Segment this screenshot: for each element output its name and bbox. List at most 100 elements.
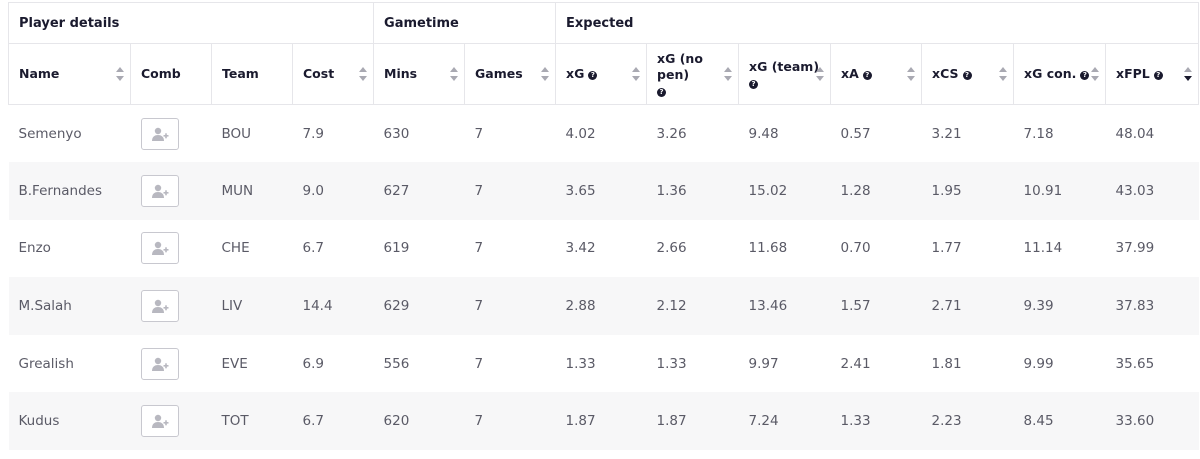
cell-xg_np: 2.66 <box>656 240 687 257</box>
add-user-icon <box>151 127 168 141</box>
question-circle-icon[interactable]: ? <box>657 87 667 97</box>
column-header-cost[interactable]: Cost <box>291 43 374 105</box>
column-header-xfpl[interactable]: xFPL? <box>1105 43 1200 105</box>
column-header-label: xA <box>841 66 859 81</box>
table-row: M.Salah LIV 14.4 629 7 2.88 2.12 13.46 1.57 2.71 9… <box>8 277 1199 335</box>
sort-arrows-icon[interactable] <box>1184 67 1193 81</box>
cell-comb <box>131 105 212 163</box>
sort-arrows-icon[interactable] <box>999 67 1008 81</box>
cell-cost: 6.7 <box>302 240 324 257</box>
cell-cost: 6.7 <box>292 392 374 451</box>
column-header-name[interactable]: Name <box>8 43 131 105</box>
table-row: Kudus TOT 6.7 620 7 1.87 1.87 7.24 1.33 2.23 8.45 3… <box>8 392 1199 451</box>
cell-xg_np: 1.33 <box>656 355 687 372</box>
cell-games: 7 <box>474 240 484 257</box>
player-stats-table: Player details Gametime Expected Name Com… <box>7 2 1200 451</box>
sort-arrows-icon[interactable] <box>724 67 733 81</box>
column-header-xa[interactable]: xA? <box>830 43 922 105</box>
column-header-label: Name <box>19 66 60 81</box>
sort-arrows-icon[interactable] <box>450 67 459 81</box>
column-header-xg[interactable]: xG? <box>555 43 647 105</box>
cell-comb <box>130 162 212 220</box>
sort-arrows-icon[interactable] <box>1091 67 1100 81</box>
cell-xg_con: 8.45 <box>1013 392 1106 451</box>
add-to-comb-button[interactable] <box>140 174 179 207</box>
group-player-details: Player details <box>7 2 374 44</box>
question-circle-icon[interactable]: ? <box>588 71 598 80</box>
cell-name[interactable]: Kudus <box>8 392 131 451</box>
sort-arrows-icon[interactable] <box>359 67 368 81</box>
sort-arrows-icon[interactable] <box>632 67 641 81</box>
cell-xg: 1.33 <box>565 355 596 372</box>
cell-games: 7 <box>474 125 484 142</box>
column-header-games[interactable]: Games <box>464 43 556 105</box>
column-header-mins[interactable]: Mins <box>373 43 465 105</box>
add-user-icon <box>151 184 168 198</box>
cell-name[interactable]: Grealish <box>18 355 74 372</box>
column-header-label: Team <box>222 66 259 81</box>
cell-xcs: 2.71 <box>921 277 1014 335</box>
cell-xg: 2.88 <box>555 277 647 335</box>
column-header-xg_con[interactable]: xG con.? <box>1013 43 1106 105</box>
cell-team: LIV <box>211 277 293 335</box>
table-row: B.Fernandes MUN 9.0 627 7 3.65 1.36 15.02 1.28 1.… <box>8 162 1199 220</box>
column-header-label: xG (team) <box>749 58 820 74</box>
cell-name[interactable]: Enzo <box>18 240 51 257</box>
cell-xg: 1.87 <box>555 392 647 451</box>
cell-mins: 627 <box>373 162 465 220</box>
column-header-xg_np[interactable]: xG (no pen)? <box>646 43 739 105</box>
add-to-comb-button[interactable] <box>140 405 179 438</box>
add-user-icon <box>151 242 168 256</box>
column-header-label: Games <box>475 66 523 81</box>
cell-xa: 1.33 <box>830 392 922 451</box>
column-group-row: Player details Gametime Expected <box>7 2 1200 44</box>
cell-xa: 1.57 <box>830 277 922 335</box>
cell-name[interactable]: M.Salah <box>8 277 131 335</box>
sort-arrows-icon[interactable] <box>541 67 550 81</box>
cell-xg: 3.42 <box>565 240 596 257</box>
cell-comb <box>131 335 212 393</box>
column-header-label: xG <box>566 66 585 81</box>
cell-team: CHE <box>221 240 250 257</box>
cell-xg_team: 9.48 <box>748 125 779 142</box>
column-header-label: xCS <box>932 66 959 81</box>
add-to-comb-button[interactable] <box>140 347 179 380</box>
add-to-comb-button[interactable] <box>140 290 179 323</box>
column-header-xcs[interactable]: xCS? <box>921 43 1014 105</box>
cell-games: 7 <box>464 277 556 335</box>
cell-mins: 629 <box>373 277 465 335</box>
cell-xa: 0.57 <box>840 125 871 142</box>
cell-name[interactable]: Semenyo <box>18 125 82 142</box>
column-header-label: Comb <box>141 66 181 81</box>
column-header-xg_team[interactable]: xG (team)? <box>738 43 831 105</box>
add-user-icon <box>151 299 168 314</box>
question-circle-icon[interactable]: ? <box>1080 71 1090 80</box>
cell-xg_np: 2.12 <box>646 277 739 335</box>
cell-xg_team: 9.97 <box>748 355 779 372</box>
cell-mins: 619 <box>383 240 410 257</box>
sort-arrows-icon[interactable] <box>116 67 124 81</box>
table-row: Enzo CHE 6.7 619 7 3.42 2.66 11.68 0.70 1.77 11.14… <box>9 220 1199 278</box>
table-row: Semenyo BOU 7.9 630 7 4.02 3.26 9.48 0.57 3.21 7.1… <box>9 105 1199 163</box>
add-user-icon <box>151 357 168 371</box>
add-to-comb-button[interactable] <box>140 232 179 265</box>
question-circle-icon[interactable]: ? <box>749 79 759 89</box>
cell-xfpl: 37.99 <box>1115 240 1155 257</box>
cell-xg_team: 11.68 <box>748 240 788 257</box>
sort-arrows-icon[interactable] <box>816 67 825 81</box>
cell-cost: 6.9 <box>302 355 324 372</box>
question-circle-icon[interactable]: ? <box>962 71 972 80</box>
cell-xcs: 1.95 <box>921 162 1014 220</box>
question-circle-icon[interactable]: ? <box>862 71 872 80</box>
cell-xcs: 1.81 <box>931 355 962 372</box>
cell-xfpl: 37.83 <box>1105 277 1199 335</box>
add-to-comb-button[interactable] <box>140 117 179 150</box>
question-circle-icon[interactable]: ? <box>1153 71 1163 80</box>
cell-xg_np: 1.87 <box>646 392 739 451</box>
sort-arrows-icon[interactable] <box>907 67 916 81</box>
cell-xcs: 3.21 <box>931 125 962 142</box>
cell-mins: 630 <box>383 125 410 142</box>
group-gametime: Gametime <box>373 2 556 44</box>
cell-name[interactable]: B.Fernandes <box>8 162 131 220</box>
cell-team: TOT <box>211 392 293 451</box>
